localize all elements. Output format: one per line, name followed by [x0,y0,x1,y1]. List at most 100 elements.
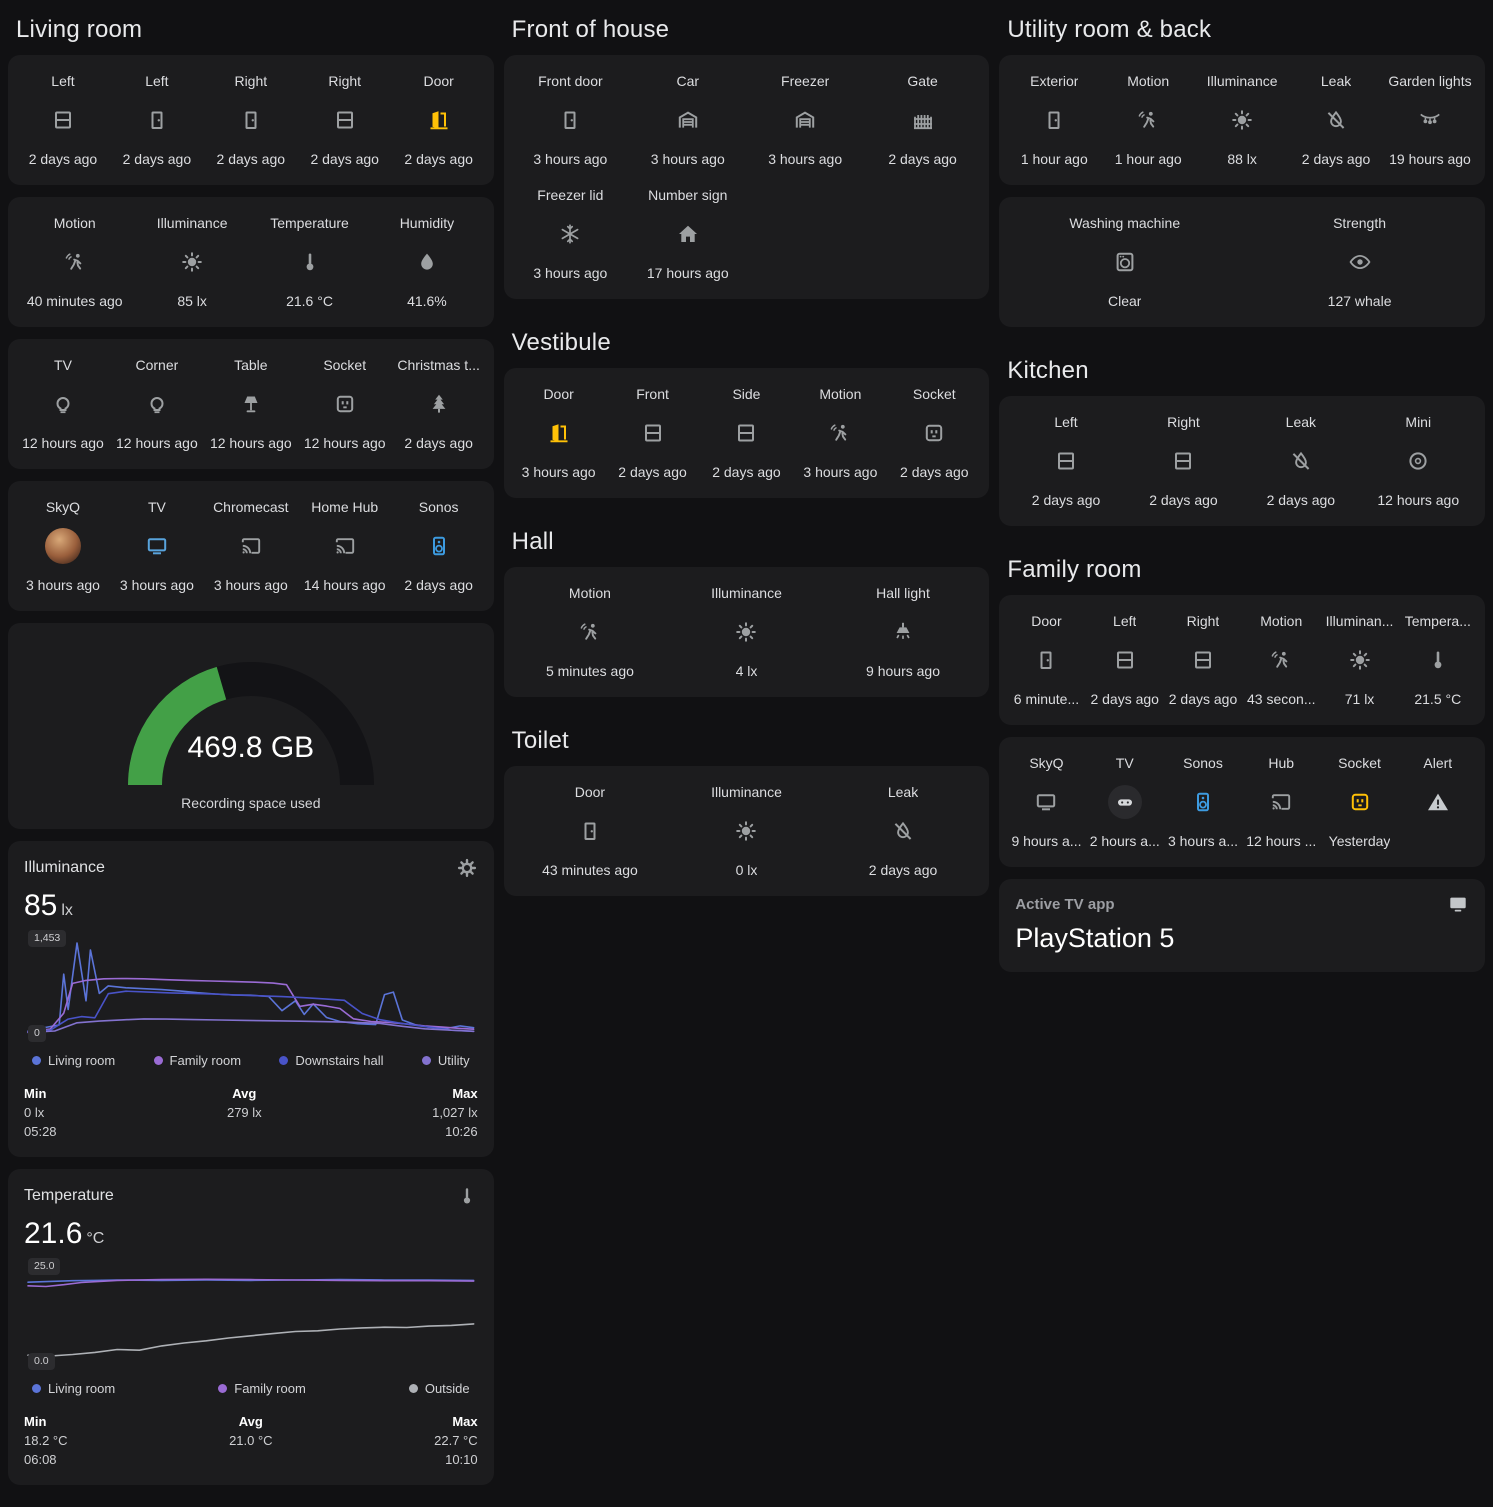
entity-illuminance[interactable]: Illuminance 4 lx [668,585,825,679]
entity-strength[interactable]: Strength 127 whale [1242,215,1477,309]
entity-right[interactable]: Right 2 days ago [1164,613,1242,707]
entity-leak[interactable]: Leak 2 days ago [1289,73,1383,167]
entity-number-sign[interactable]: Number sign 17 hours ago [629,187,746,281]
entity-side[interactable]: Side 2 days ago [700,386,794,480]
entity-name: Front [636,386,669,402]
entity-illuminance[interactable]: Illuminance 85 lx [133,215,250,309]
recording-space-gauge[interactable]: 469.8 GB Recording space used [8,623,494,829]
thermometer-icon[interactable] [456,1185,478,1207]
entity-alert[interactable]: Alert [1399,755,1477,849]
entity-tv[interactable]: TV 12 hours ago [16,357,110,451]
speaker-icon [427,534,451,558]
active-tv-app-card[interactable]: Active TV app PlayStation 5 [999,879,1485,972]
gear-icon[interactable] [456,857,478,879]
entity-door[interactable]: Door 6 minute... [1007,613,1085,707]
entity-humidity[interactable]: Humidity 41.6% [368,215,485,309]
entity-front-door[interactable]: Front door 3 hours ago [512,73,629,167]
legend-item-family-room[interactable]: Family room [218,1381,306,1396]
entity-status: 3 hours ago [803,464,878,480]
entity-status: 9 hours a... [1011,833,1082,849]
entity-name: Right [1167,414,1200,430]
entity-right[interactable]: Right 2 days ago [204,73,298,167]
entity-illuminance[interactable]: Illuminance 0 lx [668,784,825,878]
entity-right[interactable]: Right 2 days ago [1125,414,1242,508]
entity-illuminan[interactable]: Illuminan... 71 lx [1320,613,1398,707]
entity-car[interactable]: Car 3 hours ago [629,73,746,167]
door-open-icon [427,108,451,132]
entity-motion[interactable]: Motion 1 hour ago [1101,73,1195,167]
legend-item-family-room[interactable]: Family room [153,1053,241,1068]
entity-socket[interactable]: Socket Yesterday [1320,755,1398,849]
entity-home-hub[interactable]: Home Hub 14 hours ago [298,499,392,593]
entity-status: 2 days ago [868,862,938,878]
legend-dot [153,1056,163,1065]
chart-plot: 1,453 0 [24,930,478,1042]
entity-status: 3 hours ago [533,265,608,281]
entity-right[interactable]: Right 2 days ago [298,73,392,167]
window-icon [734,421,758,445]
entity-left[interactable]: Left 2 days ago [1007,414,1124,508]
entity-left[interactable]: Left 2 days ago [16,73,110,167]
legend-item-living-room[interactable]: Living room [32,1381,115,1396]
entity-status: 2 days ago [1149,492,1218,508]
brightness-icon [734,620,758,644]
entity-status: 71 lx [1344,691,1375,707]
entity-hall-light[interactable]: Hall light 9 hours ago [825,585,982,679]
entity-status: 3 hours ago [768,151,843,167]
entity-name: Door [574,784,606,800]
entity-door[interactable]: Door 43 minutes ago [512,784,669,878]
entity-freezer-lid[interactable]: Freezer lid 3 hours ago [512,187,629,281]
entity-motion[interactable]: Motion 43 secon... [1242,613,1320,707]
entity-motion[interactable]: Motion 40 minutes ago [16,215,133,309]
entity-mini[interactable]: Mini 12 hours ago [1360,414,1477,508]
stat-avg: Avg 21.0 °C [229,1414,273,1448]
entity-illuminance[interactable]: Illuminance 88 lx [1195,73,1289,167]
entity-name: Car [676,73,700,89]
entity-garden-lights[interactable]: Garden lights 19 hours ago [1383,73,1477,167]
legend-item-living-room[interactable]: Living room [32,1053,115,1068]
entity-status: 3 hours ago [213,577,288,593]
legend-item-utility[interactable]: Utility [421,1053,470,1068]
entity-tv[interactable]: TV 3 hours ago [110,499,204,593]
entity-christmas-t[interactable]: Christmas t... 2 days ago [392,357,486,451]
entity-status: Yesterday [1328,833,1391,849]
entity-tempera[interactable]: Tempera... 21.5 °C [1399,613,1477,707]
entity-front[interactable]: Front 2 days ago [606,386,700,480]
entity-leak[interactable]: Leak 2 days ago [825,784,982,878]
legend-item-downstairs-hall[interactable]: Downstairs hall [279,1053,384,1068]
entity-door[interactable]: Door 2 days ago [392,73,486,167]
entity-skyq[interactable]: SkyQ 3 hours ago [16,499,110,593]
entity-status: 21.6 °C [286,293,333,309]
entity-hub[interactable]: Hub 12 hours ... [1242,755,1320,849]
entity-motion[interactable]: Motion 3 hours ago [793,386,887,480]
entity-sonos[interactable]: Sonos 3 hours a... [1164,755,1242,849]
entity-leak[interactable]: Leak 2 days ago [1242,414,1359,508]
entity-chromecast[interactable]: Chromecast 3 hours ago [204,499,298,593]
entity-socket[interactable]: Socket 12 hours ago [298,357,392,451]
home-icon [676,222,700,246]
entity-freezer[interactable]: Freezer 3 hours ago [746,73,863,167]
temperature-sensor-card[interactable]: Temperature 21.6 °C 25.0 0.0 Living room Famil… [8,1169,494,1485]
chart-plot: 25.0 0.0 [24,1258,478,1370]
entity-temperature[interactable]: Temperature 21.6 °C [251,215,368,309]
entity-left[interactable]: Left 2 days ago [1086,613,1164,707]
entity-table[interactable]: Table 12 hours ago [204,357,298,451]
entity-door[interactable]: Door 3 hours ago [512,386,606,480]
entity-socket[interactable]: Socket 2 days ago [887,386,981,480]
entity-motion[interactable]: Motion 5 minutes ago [512,585,669,679]
entity-gate[interactable]: Gate 2 days ago [864,73,981,167]
entity-status: 2 days ago [1168,691,1238,707]
entity-tv[interactable]: TV 2 hours a... [1086,755,1164,849]
entity-status: 12 hours ... [1246,833,1317,849]
entity-corner[interactable]: Corner 12 hours ago [110,357,204,451]
entity-exterior[interactable]: Exterior 1 hour ago [1007,73,1101,167]
entity-skyq[interactable]: SkyQ 9 hours a... [1007,755,1085,849]
entity-name: Washing machine [1069,215,1181,231]
entity-left[interactable]: Left 2 days ago [110,73,204,167]
entity-washing-machine[interactable]: Washing machine Clear [1007,215,1242,309]
entity-sonos[interactable]: Sonos 2 days ago [392,499,486,593]
legend-item-outside[interactable]: Outside [408,1381,470,1396]
illuminance-sensor-card[interactable]: Illuminance 85 lx 1,453 0 Living room Family r… [8,841,494,1157]
entity-name: Motion [1127,73,1170,89]
